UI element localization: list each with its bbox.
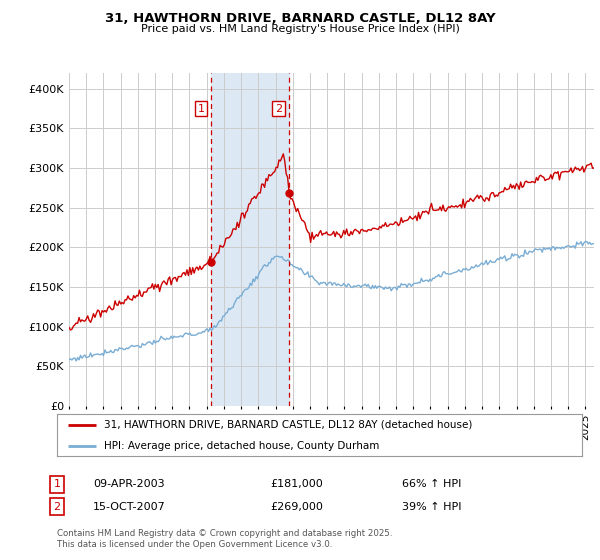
Text: 39% ↑ HPI: 39% ↑ HPI (402, 502, 461, 512)
Text: 09-APR-2003: 09-APR-2003 (93, 479, 164, 489)
Text: 1: 1 (197, 104, 205, 114)
Text: 15-OCT-2007: 15-OCT-2007 (93, 502, 166, 512)
Text: 2: 2 (275, 104, 283, 114)
Text: HPI: Average price, detached house, County Durham: HPI: Average price, detached house, Coun… (104, 441, 380, 451)
Text: 31, HAWTHORN DRIVE, BARNARD CASTLE, DL12 8AY (detached house): 31, HAWTHORN DRIVE, BARNARD CASTLE, DL12… (104, 420, 473, 430)
Text: 66% ↑ HPI: 66% ↑ HPI (402, 479, 461, 489)
Text: 1: 1 (53, 479, 61, 489)
Text: 31, HAWTHORN DRIVE, BARNARD CASTLE, DL12 8AY: 31, HAWTHORN DRIVE, BARNARD CASTLE, DL12… (104, 12, 496, 25)
Text: £269,000: £269,000 (270, 502, 323, 512)
Bar (211, 73, 289, 406)
Text: £181,000: £181,000 (270, 479, 323, 489)
Text: Price paid vs. HM Land Registry's House Price Index (HPI): Price paid vs. HM Land Registry's House … (140, 24, 460, 34)
Text: Contains HM Land Registry data © Crown copyright and database right 2025.
This d: Contains HM Land Registry data © Crown c… (57, 529, 392, 549)
Text: 2: 2 (53, 502, 61, 512)
